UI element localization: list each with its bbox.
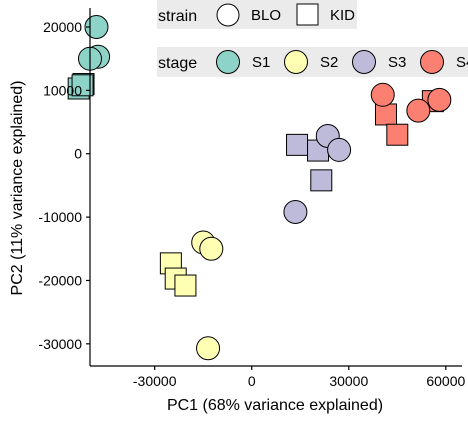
x-tick-label: 0 <box>248 373 256 389</box>
x-tick-label: -30000 <box>133 373 177 389</box>
legend-strain-label-kid: KID <box>330 7 355 24</box>
legend-swatch-s2 <box>284 50 308 74</box>
data-point-s2-blo <box>196 336 221 361</box>
data-point-s2-blo <box>199 236 224 261</box>
data-point-s4-blo <box>370 82 395 107</box>
legend-stage-label-s2: S2 <box>320 54 338 71</box>
y-tick-label: 10000 <box>43 82 82 98</box>
legend-stage-bg <box>157 47 468 77</box>
data-point-s3-blo <box>327 137 352 162</box>
x-axis-title: PC1 (68% variance explained) <box>167 397 383 414</box>
legend-swatch-s3 <box>352 50 376 74</box>
data-point-s4-kid <box>374 103 397 126</box>
data-point-s2-kid <box>174 274 197 297</box>
y-tick-label: -30000 <box>38 336 82 352</box>
legend-swatch-s1 <box>216 50 240 74</box>
data-point-s4-blo <box>427 87 452 112</box>
points-layer <box>67 15 452 361</box>
data-point-s4-blo <box>406 98 431 123</box>
legend-strain-bg <box>157 0 357 29</box>
legend-shape-circle <box>216 3 240 27</box>
y-tick-label: -20000 <box>38 272 82 288</box>
legend-stage-label-s1: S1 <box>252 54 270 71</box>
data-point-s1-blo <box>84 15 109 40</box>
data-point-s4-kid <box>386 123 409 146</box>
y-tick-label: -10000 <box>38 209 82 225</box>
x-tick-label: 30000 <box>329 373 368 389</box>
legend-swatch-s4 <box>420 50 444 74</box>
y-axis-title: PC2 (11% variance explained) <box>9 81 26 296</box>
legend-strain-label-blo: BLO <box>251 7 281 24</box>
y-tick-label: 0 <box>74 146 82 162</box>
data-point-s3-kid <box>286 133 309 156</box>
legend: strain BLO KID stage S1 S2 S3 S4 <box>157 0 468 77</box>
legend-stage-title: stage <box>158 55 197 72</box>
axes-layer: PC1 (68% variance explained) PC2 (11% va… <box>9 8 466 414</box>
legend-stage-label-s3: S3 <box>388 54 406 71</box>
y-tick-label: 20000 <box>43 19 82 35</box>
x-tick-label: 60000 <box>426 373 465 389</box>
legend-shape-square <box>296 3 319 26</box>
legend-strain-title: strain <box>158 8 197 25</box>
data-point-s3-kid <box>310 169 333 192</box>
legend-stage-label-s4: S4 <box>456 54 468 71</box>
data-point-s3-blo <box>283 200 308 225</box>
